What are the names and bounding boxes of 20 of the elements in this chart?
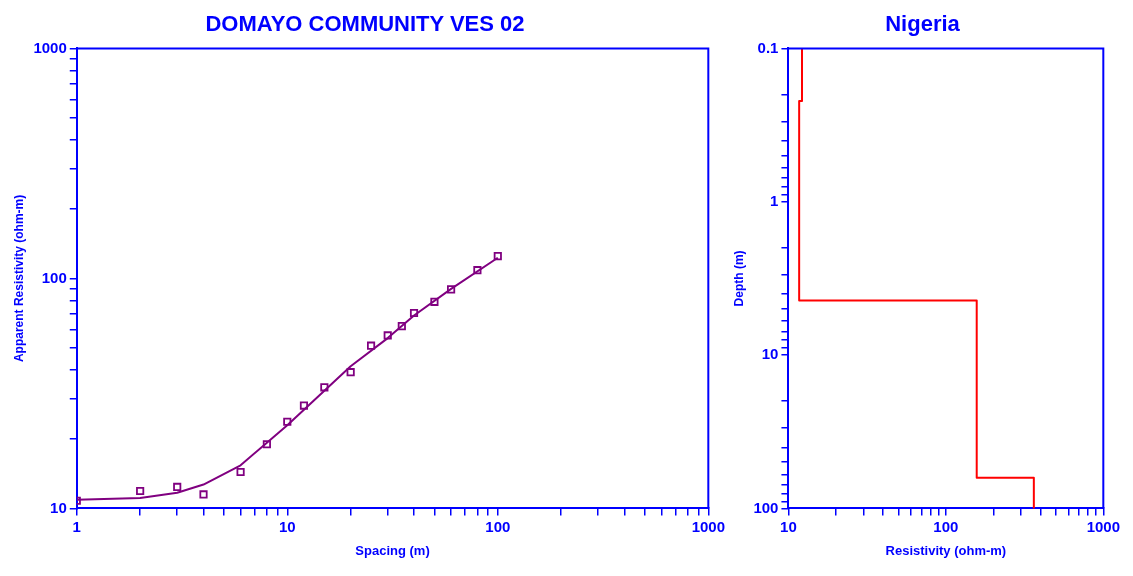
x-axis-title: Resistivity (ohm-m) [885,542,1007,558]
y-tick-label: 100 [41,268,67,286]
x-tick-label: 100 [485,517,511,535]
y-tick-label: 0.1 [757,38,779,56]
x-tick-label: 100 [933,517,959,535]
x-tick-label: 1000 [691,517,725,535]
y-tick-label: 1000 [33,38,67,56]
y-axis-title: Apparent Resistivity (ohm-m) [11,194,26,363]
x-tick-label: 10 [780,517,797,535]
chart-title: DOMAYO COMMUNITY VES 02 [205,11,525,37]
x-tick-label: 10 [278,517,296,535]
y-tick-label: 10 [761,345,779,363]
y-tick-label: 10 [50,498,67,516]
y-tick-label: 100 [753,498,779,516]
y-tick-label: 1 [770,191,779,209]
x-tick-label: 1000 [1086,517,1120,535]
x-tick-label: 1 [72,517,81,535]
x-axis-title: Spacing (m) [355,542,430,558]
chart-title: Nigeria [885,11,961,37]
y-axis-title: Depth (m) [731,250,746,307]
